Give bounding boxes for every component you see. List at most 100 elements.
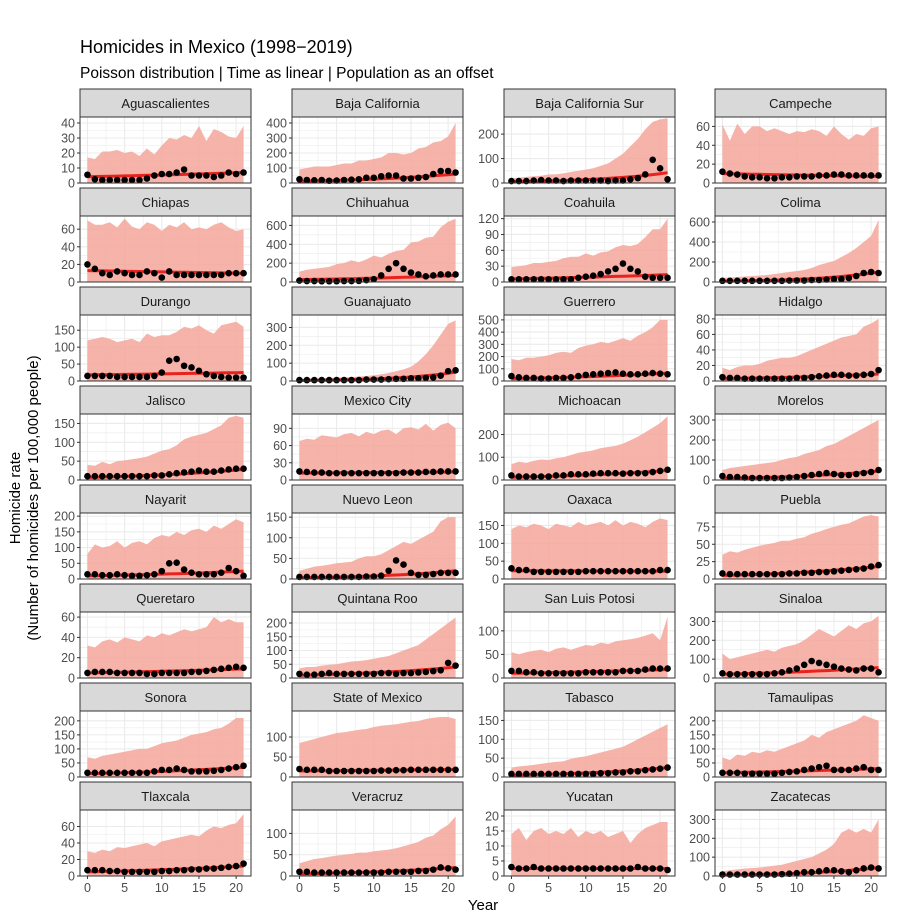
prediction-band <box>299 123 456 183</box>
data-point <box>823 867 830 874</box>
y-tick-label: 100 <box>266 827 287 841</box>
data-point <box>143 175 151 182</box>
data-point <box>106 372 114 380</box>
data-point <box>741 670 749 678</box>
data-point <box>392 469 400 477</box>
panel-strip-label: Baja California <box>335 96 420 111</box>
y-tick-label: 50 <box>696 538 710 552</box>
data-point <box>734 473 741 481</box>
panel: Morelos 0 100 200 300 <box>689 385 887 488</box>
data-point <box>838 665 845 672</box>
data-point <box>444 271 452 278</box>
data-point <box>121 472 128 480</box>
panel-border <box>714 314 887 382</box>
y-tick-label: 50 <box>61 455 75 469</box>
panel-border <box>503 314 676 382</box>
data-point <box>656 370 664 377</box>
data-point <box>860 172 867 179</box>
y-tick-label: 40 <box>61 240 75 254</box>
y-tick-label: 0 <box>492 177 499 191</box>
data-point <box>210 372 218 380</box>
data-point <box>530 863 538 871</box>
data-point <box>771 570 778 578</box>
data-point <box>165 268 173 275</box>
data-point <box>407 669 415 677</box>
panel-strip-label: Sinaloa <box>779 591 823 606</box>
panel-border <box>291 710 464 778</box>
data-point <box>188 768 195 775</box>
data-point <box>225 169 232 176</box>
data-point <box>400 265 407 273</box>
data-point <box>158 170 166 178</box>
prediction-band <box>722 515 879 579</box>
data-point <box>741 173 749 180</box>
data-point <box>240 169 247 176</box>
panel-strip <box>79 484 252 514</box>
data-point <box>232 663 240 671</box>
panel-border <box>291 215 464 283</box>
x-tick-label: 20 <box>441 881 455 895</box>
y-tick-label: 0 <box>68 276 75 290</box>
data-point <box>867 864 875 871</box>
data-point <box>136 669 143 677</box>
data-point <box>771 277 778 285</box>
data-point <box>370 869 378 876</box>
data-point <box>113 867 121 875</box>
data-point <box>537 669 545 677</box>
panel-strip-label: Quintana Roo <box>337 591 417 606</box>
panel-strip <box>79 385 252 415</box>
data-point <box>165 669 173 677</box>
data-point <box>452 271 459 278</box>
data-point <box>452 662 459 669</box>
prediction-band <box>722 318 879 381</box>
data-point <box>113 570 121 578</box>
data-point <box>422 468 430 476</box>
data-point <box>370 670 378 678</box>
data-point <box>173 669 180 677</box>
data-point <box>793 374 801 382</box>
data-point <box>852 470 860 478</box>
data-point <box>444 167 452 175</box>
data-point <box>741 871 749 878</box>
data-point <box>763 570 771 578</box>
data-point <box>656 566 664 574</box>
data-point <box>627 265 634 273</box>
data-point <box>741 474 749 481</box>
data-point <box>355 175 363 183</box>
panel-border <box>291 116 464 184</box>
data-point <box>748 770 756 777</box>
data-point <box>756 770 763 777</box>
panel-strip-label: Tlaxcala <box>141 789 190 804</box>
data-point <box>429 866 437 873</box>
data-point <box>217 864 225 872</box>
data-point <box>203 468 210 476</box>
y-tick-label: 0 <box>68 375 75 389</box>
data-point <box>106 571 114 579</box>
panel-border <box>79 314 252 382</box>
y-tick-label: 40 <box>61 117 75 131</box>
data-point <box>377 572 385 579</box>
data-point <box>875 865 882 872</box>
panel-strip <box>291 583 464 613</box>
data-point <box>173 169 180 176</box>
data-point <box>860 865 867 872</box>
data-point <box>786 570 793 577</box>
data-point <box>429 570 437 578</box>
data-point <box>515 770 523 778</box>
panel-border <box>291 611 464 679</box>
chart-subtitle: Poisson distribution | Time as linear | … <box>80 65 494 82</box>
data-point <box>296 670 303 678</box>
y-tick-label: 10 <box>61 162 75 176</box>
data-point <box>355 376 363 384</box>
data-point <box>515 374 523 381</box>
data-point <box>838 275 845 283</box>
data-point <box>589 370 597 378</box>
data-point <box>641 171 649 178</box>
y-tick-label: 0 <box>68 573 75 587</box>
data-point <box>318 176 326 184</box>
data-point <box>756 670 763 678</box>
data-point <box>333 177 340 184</box>
